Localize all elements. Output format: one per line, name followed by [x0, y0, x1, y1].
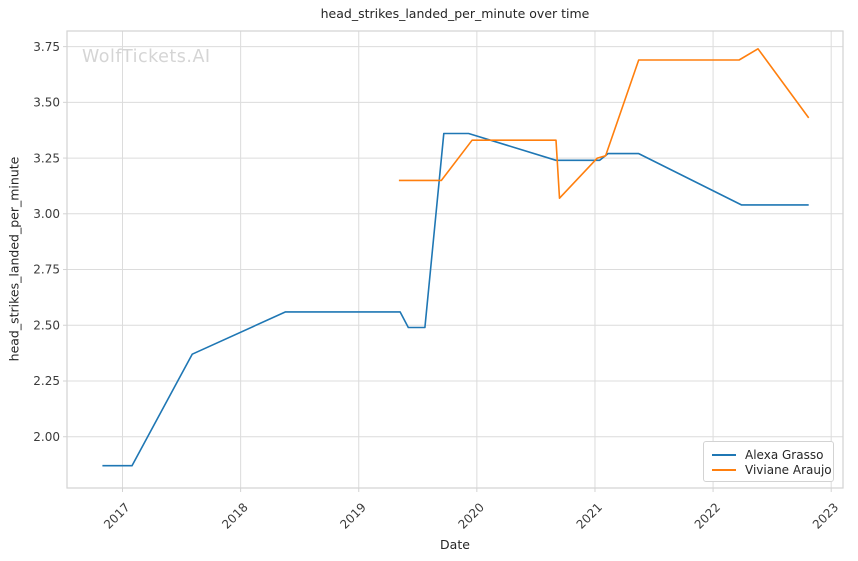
chart-title: head_strikes_landed_per_minute over time	[320, 6, 590, 21]
x-axis-label: Date	[440, 537, 470, 552]
y-tick-label: 2.00	[33, 430, 60, 444]
legend-label: Alexa Grasso	[745, 447, 824, 462]
plot-border	[66, 30, 844, 489]
legend-label: Viviane Araujo	[745, 462, 832, 477]
x-tick-label: 2023	[810, 500, 841, 531]
y-tick-label: 2.50	[33, 318, 60, 332]
x-tick-label: 2018	[219, 500, 250, 531]
watermark: WolfTickets.AI	[82, 47, 211, 67]
y-tick-label: 3.25	[33, 151, 60, 165]
x-tick-label: 2020	[455, 500, 486, 531]
legend-entry: Viviane Araujo	[712, 462, 832, 477]
legend: Alexa Grasso Viviane Araujo	[703, 441, 834, 482]
legend-line-swatch	[712, 468, 736, 471]
y-axis-label: head_strikes_landed_per_minute	[6, 156, 22, 362]
y-tick-label: 2.25	[33, 374, 60, 388]
legend-entry: Alexa Grasso	[712, 447, 825, 462]
y-tick-label: 3.00	[33, 207, 60, 221]
x-tick-label: 2021	[574, 500, 605, 531]
series-line-alexa-grasso	[102, 132, 809, 467]
y-tick-label: 2.75	[33, 263, 60, 277]
legend-line-swatch	[712, 453, 736, 456]
y-tick-label: 3.75	[33, 40, 60, 54]
x-tick-label: 2022	[692, 500, 723, 531]
series-line-viviane-araujo	[398, 47, 810, 199]
y-tick-label: 3.50	[33, 96, 60, 110]
x-tick-label: 2017	[101, 500, 132, 531]
x-tick-label: 2019	[337, 500, 368, 531]
